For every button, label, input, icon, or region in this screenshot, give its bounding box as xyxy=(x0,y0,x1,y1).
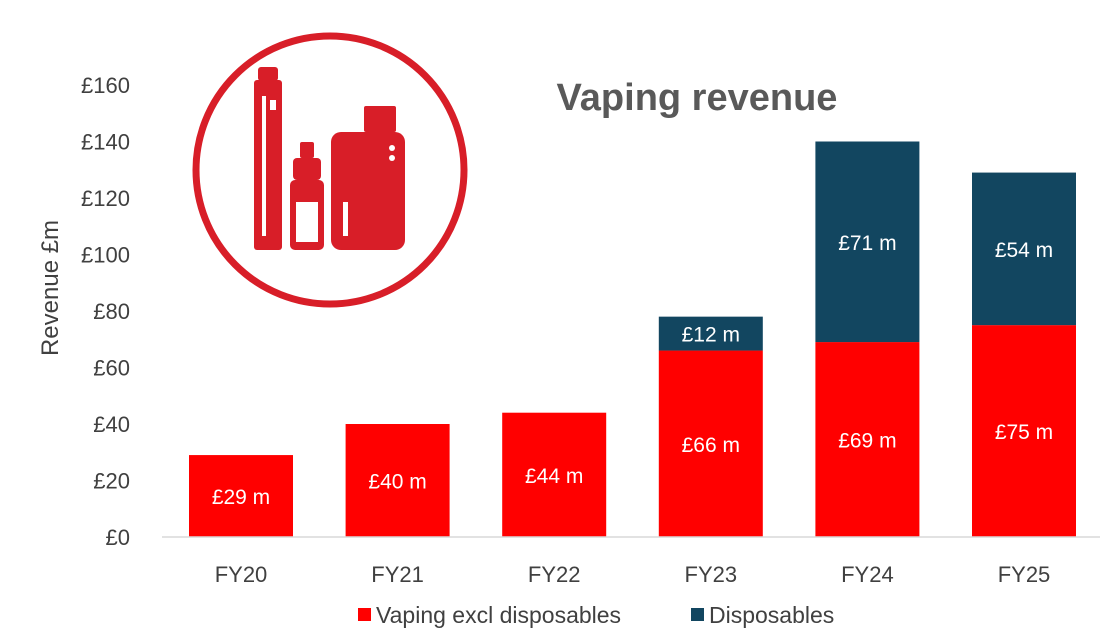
y-tick-label: £100 xyxy=(81,243,130,268)
data-label: £12 m xyxy=(682,324,740,347)
x-tick-label: FY25 xyxy=(998,562,1051,587)
y-tick-label: £80 xyxy=(93,299,130,324)
x-tick-label: FY24 xyxy=(841,562,894,587)
x-axis-ticks: FY20 FY21 FY22 FY23 FY24 FY25 xyxy=(215,562,1051,587)
bar-vaping-excl-disposables-fy24 xyxy=(815,342,920,537)
data-label: £66 m xyxy=(682,434,740,457)
vape-devices-icon xyxy=(192,32,468,308)
data-label: £40 m xyxy=(368,471,426,494)
y-tick-label: £0 xyxy=(106,525,130,550)
data-labels: £29 m £40 m £44 m £66 m £12 m £69 m £71 m £75 m… xyxy=(212,232,1053,509)
y-tick-label: £120 xyxy=(81,186,130,211)
data-label: £44 m xyxy=(525,465,583,488)
legend-label-vaping-excl-disposables: Vaping excl disposables xyxy=(376,602,621,628)
legend: Vaping excl disposables Disposables xyxy=(358,602,834,628)
chart-title: Vaping revenue xyxy=(557,77,838,119)
x-tick-label: FY23 xyxy=(685,562,738,587)
legend-label-disposables: Disposables xyxy=(709,602,834,628)
x-tick-label: FY21 xyxy=(371,562,424,587)
y-axis-ticks: £0 £20 £40 £60 £80 £100 £120 £140 £160 xyxy=(81,73,130,550)
data-label: £71 m xyxy=(838,232,896,255)
bar-vaping-excl-disposables-fy23 xyxy=(658,350,763,537)
legend-swatch-disposables xyxy=(691,608,704,621)
bar-vaping-excl-disposables-fy22 xyxy=(502,412,607,537)
y-tick-label: £140 xyxy=(81,130,130,155)
x-tick-label: FY20 xyxy=(215,562,268,587)
y-axis-title: Revenue £m xyxy=(37,220,64,356)
bar-vaping-excl-disposables-fy21 xyxy=(345,424,450,537)
legend-swatch-vaping-excl-disposables xyxy=(358,608,371,621)
y-tick-label: £60 xyxy=(93,356,130,381)
data-label: £75 m xyxy=(995,421,1053,444)
bar-disposables-fy23 xyxy=(658,316,763,351)
y-tick-label: £160 xyxy=(81,73,130,98)
bar-vaping-excl-disposables-fy25 xyxy=(972,325,1076,537)
data-label: £69 m xyxy=(838,430,896,453)
bar-vaping-excl-disposables-fy20 xyxy=(189,455,293,537)
data-label: £54 m xyxy=(995,239,1053,262)
x-tick-label: FY22 xyxy=(528,562,581,587)
bars xyxy=(189,141,1076,537)
y-tick-label: £40 xyxy=(93,412,130,437)
data-label: £29 m xyxy=(212,486,270,509)
y-tick-label: £20 xyxy=(93,469,130,494)
bar-disposables-fy25 xyxy=(972,172,1076,326)
bar-disposables-fy24 xyxy=(815,141,920,343)
